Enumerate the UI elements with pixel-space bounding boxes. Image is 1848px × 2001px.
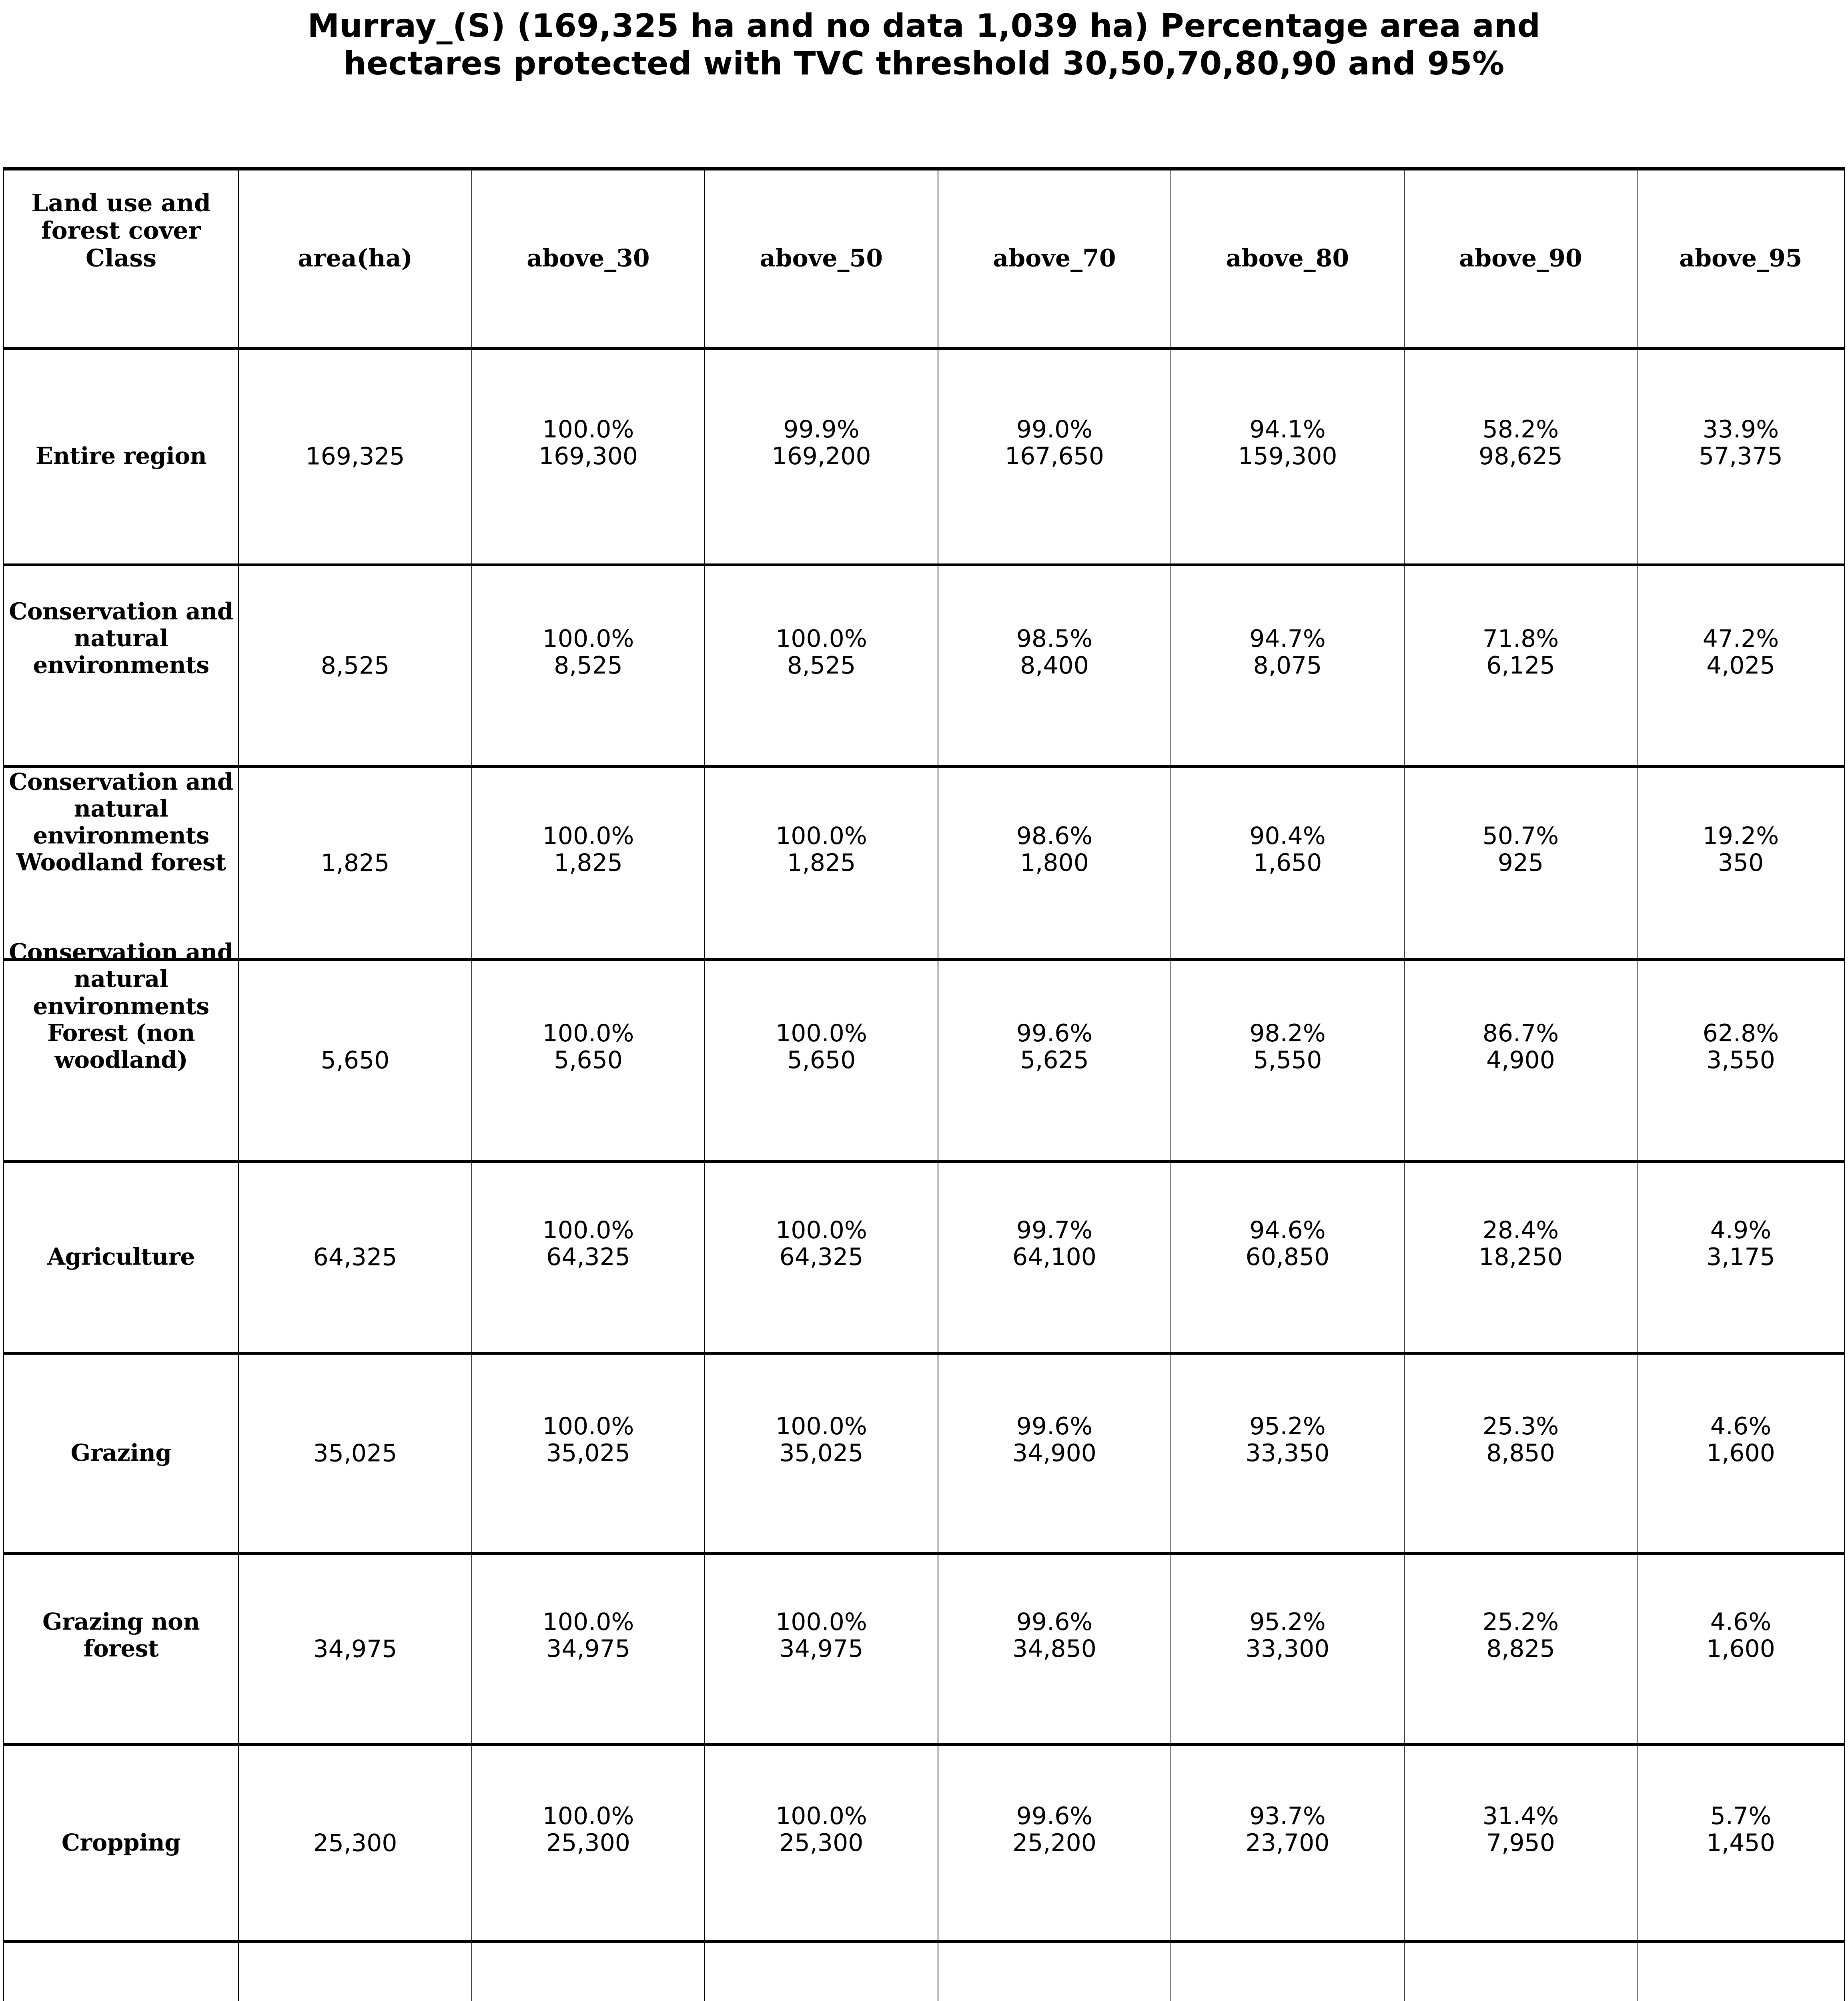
row-label: Conservation and natural environments Fo…: [4, 938, 239, 1160]
table-cell: 19.2% 350: [1702, 822, 1779, 877]
table-row: Agriculture 64,325 100.0% 64,325 100.0% …: [4, 1163, 1844, 1355]
table-cell: 100.0% 169,300: [472, 350, 705, 563]
table-cell: 94.6% 60,850: [1171, 1163, 1405, 1352]
area-cell: 8,525: [239, 566, 472, 765]
table-cell: 31.4% 7,950: [1405, 1746, 1638, 1940]
table-row: Irrigation 4,000 100.0% 4,000 100.0% 4,0…: [4, 1943, 1844, 2001]
table-row: Conservation and natural environments 8,…: [4, 566, 1844, 768]
table-cell: 100.0% 64,325: [472, 1163, 705, 1352]
header-above-70: above_70: [938, 170, 1171, 347]
table-cell: 100.0% 1,825: [705, 768, 938, 958]
table-cell: 95.0% 3,800: [1171, 1943, 1405, 2001]
data-table: Land use and forest cover Class area(ha)…: [3, 167, 1845, 2001]
table-cell: 47.2% 4,025: [1702, 624, 1779, 680]
table-cell: 90.4% 1,650: [1171, 768, 1405, 958]
table-cell: 100.0% 35,025: [472, 1355, 705, 1552]
table-cell: 71.8% 6,125: [1405, 566, 1638, 765]
table-cell: 5.7% 1,450: [1706, 1802, 1775, 1857]
table-cell: 100.0% 4,000: [705, 1943, 938, 2001]
table-cell: 99.9% 169,200: [705, 350, 938, 563]
table-row: Grazing 35,025 100.0% 35,025 100.0% 35,0…: [4, 1355, 1844, 1555]
table-cell: 100.0% 25,300: [472, 1746, 705, 1940]
table-cell: 99.7% 64,100: [938, 1163, 1171, 1352]
table-row: Cropping 25,300 100.0% 25,300 100.0% 25,…: [4, 1746, 1844, 1943]
table-cell: 100.0% 64,325: [705, 1163, 938, 1352]
table-cell: 100.0% 4,000: [938, 1943, 1171, 2001]
area-cell: 5,650: [239, 961, 472, 1160]
table-cell: 62.8% 3,550: [1702, 1019, 1779, 1075]
table-cell: 99.6% 5,625: [938, 961, 1171, 1160]
table-header-row: Land use and forest cover Class area(ha)…: [4, 170, 1844, 350]
table-cell: 100.0% 5,650: [472, 961, 705, 1160]
table-cell: 99.0% 167,650: [938, 350, 1171, 563]
table-cell: 98.2% 5,550: [1171, 961, 1405, 1160]
table-row: Conservation and natural environments Wo…: [4, 768, 1844, 961]
table-row: Grazing non forest 34,975 100.0% 34,975 …: [4, 1555, 1844, 1746]
table-cell: 36.2% 1,450: [1405, 1943, 1638, 2001]
table-cell: 100.0% 35,025: [705, 1355, 938, 1552]
table-cell: 99.6% 34,850: [938, 1555, 1171, 1743]
header-above-50: above_50: [705, 170, 938, 347]
row-label: Conservation and natural environments Wo…: [4, 768, 239, 958]
table-cell: 99.6% 34,900: [938, 1355, 1171, 1552]
table-cell: 28.4% 18,250: [1405, 1163, 1638, 1352]
area-cell: 4,000: [239, 1943, 472, 2001]
table-cell: 93.7% 23,700: [1171, 1746, 1405, 1940]
table-cell: 100.0% 34,975: [472, 1555, 705, 1743]
area-cell: 1,825: [239, 768, 472, 958]
area-cell: 35,025: [239, 1355, 472, 1552]
area-cell: 64,325: [239, 1163, 472, 1352]
header-above-95: above_95: [1679, 244, 1802, 273]
table-cell: 3.1% 125: [1638, 1943, 1844, 2001]
table-cell: 95.2% 33,300: [1171, 1555, 1405, 1743]
header-area: area(ha): [239, 170, 472, 347]
table-cell: 95.2% 33,350: [1171, 1355, 1405, 1552]
table-row: Conservation and natural environments Fo…: [4, 938, 1844, 1163]
row-label: Cropping: [4, 1746, 239, 1940]
table-cell: 100.0% 8,525: [705, 566, 938, 765]
table-cell: 4.6% 1,600: [1706, 1608, 1775, 1663]
table-cell: 100.0% 25,300: [705, 1746, 938, 1940]
header-above-30: above_30: [472, 170, 705, 347]
table-cell: 94.1% 159,300: [1171, 350, 1405, 563]
header-above-80: above_80: [1171, 170, 1405, 347]
table-cell: 58.2% 98,625: [1405, 350, 1638, 563]
area-cell: 34,975: [239, 1555, 472, 1743]
table-cell: 86.7% 4,900: [1405, 961, 1638, 1160]
table-cell: 4.6% 1,600: [1706, 1412, 1775, 1467]
row-label: Conservation and natural environments: [4, 566, 239, 765]
table-cell: 100.0% 34,975: [705, 1555, 938, 1743]
area-cell: 25,300: [239, 1746, 472, 1940]
header-class: Land use and forest cover Class: [4, 170, 239, 347]
table-cell: 33.9% 57,375: [1699, 415, 1783, 471]
area-cell: 169,325: [239, 350, 472, 563]
table-cell: 50.7% 925: [1405, 768, 1638, 958]
row-label: Irrigation: [4, 1943, 239, 2001]
table-cell: 4.9% 3,175: [1706, 1216, 1775, 1271]
table-row: Entire region 169,325 100.0% 169,300 99.…: [4, 350, 1844, 566]
table-cell: 25.3% 8,850: [1405, 1355, 1638, 1552]
table-cell: 100.0% 1,825: [472, 768, 705, 958]
row-label: Entire region: [4, 350, 239, 563]
header-above-90: above_90: [1405, 170, 1638, 347]
row-label: Grazing non forest: [4, 1555, 239, 1743]
table-cell: 100.0% 8,525: [472, 566, 705, 765]
row-label: Grazing: [4, 1355, 239, 1552]
table-cell: 98.5% 8,400: [938, 566, 1171, 765]
table-cell: 100.0% 5,650: [705, 961, 938, 1160]
table-cell: 25.2% 8,825: [1405, 1555, 1638, 1743]
table-cell: 98.6% 1,800: [938, 768, 1171, 958]
page-title: Murray_(S) (169,325 ha and no data 1,039…: [307, 7, 1541, 82]
row-label: Agriculture: [4, 1163, 239, 1352]
table-cell: 99.6% 25,200: [938, 1746, 1171, 1940]
table-cell: 94.7% 8,075: [1171, 566, 1405, 765]
table-cell: 100.0% 4,000: [472, 1943, 705, 2001]
